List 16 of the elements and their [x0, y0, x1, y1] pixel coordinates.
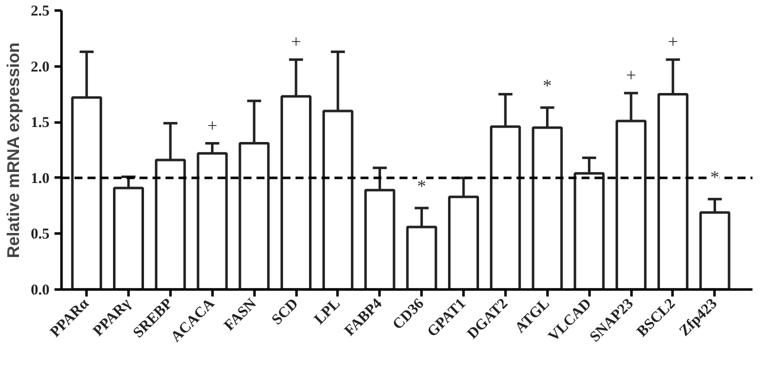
y-tick-label: 0.0	[30, 282, 50, 298]
x-tick-label: LPL	[312, 296, 344, 328]
x-tick-label: SCD	[269, 296, 302, 328]
y-tick-label: 1.0	[30, 170, 50, 187]
annotation: +	[626, 65, 636, 86]
y-tick-label: 2.0	[30, 59, 50, 76]
annotation: *	[417, 176, 426, 196]
y-tick-label: 1.5	[30, 115, 50, 132]
annotation: +	[668, 32, 678, 52]
y-axis-title: Relative mRNA expression	[4, 42, 23, 258]
y-tick-label: 2.5	[30, 4, 50, 20]
annotation: *	[542, 76, 552, 96]
annotation: *	[710, 167, 720, 188]
y-tick-label: 0.5	[30, 226, 50, 243]
annotation: +	[207, 115, 218, 136]
annotation: +	[290, 32, 302, 52]
